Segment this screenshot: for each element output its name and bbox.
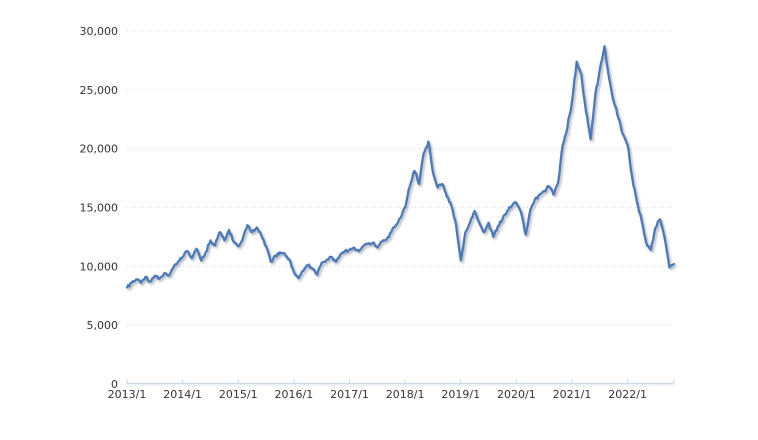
y-axis-label: 25,000 [80,84,119,97]
x-axis-label: 2022/1 [608,388,647,401]
x-axis-label: 2017/1 [330,388,369,401]
x-axis-label: 2020/1 [497,388,536,401]
y-axis-label: 10,000 [80,260,119,273]
x-axis-label: 2021/1 [553,388,592,401]
y-axis-label: 5,000 [87,319,119,332]
x-axis-label: 2014/1 [163,388,202,401]
y-axis-label: 0 [111,378,118,391]
x-axis-label: 2013/1 [108,388,147,401]
x-axis-label: 2015/1 [219,388,258,401]
x-axis-label: 2019/1 [441,388,480,401]
x-axis-label: 2018/1 [386,388,425,401]
y-axis-label: 30,000 [80,25,119,38]
price-line [125,45,676,289]
y-axis-label: 20,000 [80,143,119,156]
y-axis-label: 15,000 [80,202,119,215]
x-axis-label: 2016/1 [275,388,314,401]
